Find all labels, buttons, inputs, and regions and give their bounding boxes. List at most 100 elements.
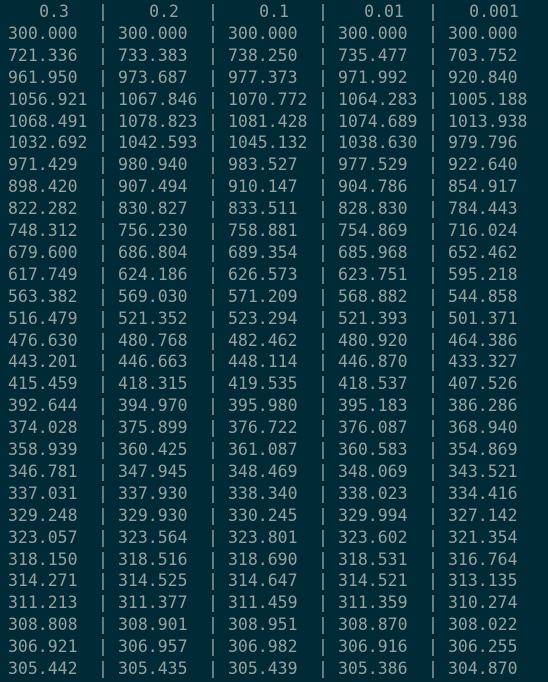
column-separator: | bbox=[318, 440, 328, 459]
table-cell: 305.442 bbox=[8, 659, 78, 678]
table-cell: 311.377 bbox=[118, 593, 188, 613]
column-separator: | bbox=[98, 461, 108, 481]
table-cell: 376.722 bbox=[228, 418, 298, 438]
table-cell: 1081.428 bbox=[228, 111, 308, 131]
table-cell: 323.564 bbox=[118, 527, 188, 547]
table-cell: 329.248 bbox=[8, 505, 78, 525]
table-cell: 1074.689 bbox=[338, 111, 418, 131]
column-separator: | bbox=[428, 177, 438, 197]
column-separator: | bbox=[428, 23, 438, 43]
table-row: 476.630 | 480.768 | 482.462 | 480.920 | 464.386 bbox=[0, 330, 548, 352]
column-separator: | bbox=[318, 155, 328, 175]
table-cell: 544.858 bbox=[448, 286, 518, 306]
table-cell: 784.443 bbox=[448, 199, 518, 219]
table-cell: 1070.772 bbox=[228, 89, 308, 109]
table-row: 617.749 | 624.186 | 626.573 | 623.751 | 595.218 bbox=[0, 264, 548, 286]
table-cell: 516.479 bbox=[8, 308, 78, 328]
column-separator: | bbox=[208, 374, 218, 394]
table-cell: 337.930 bbox=[118, 483, 188, 503]
column-separator: | bbox=[208, 549, 218, 569]
column-separator: | bbox=[98, 111, 108, 131]
table-cell: 448.114 bbox=[228, 352, 298, 372]
column-separator: | bbox=[428, 396, 438, 416]
column-separator: | bbox=[428, 133, 438, 153]
column-separator: | bbox=[98, 133, 108, 153]
column-separator: | bbox=[428, 155, 438, 175]
table-cell: 314.271 bbox=[8, 571, 78, 591]
column-separator: | bbox=[208, 659, 218, 678]
column-separator: | bbox=[428, 637, 438, 657]
column-separator: | bbox=[98, 330, 108, 350]
table-cell: 314.647 bbox=[228, 571, 298, 591]
column-separator: | bbox=[208, 483, 218, 503]
table-cell: 395.183 bbox=[338, 396, 408, 416]
column-separator: | bbox=[428, 374, 438, 394]
column-separator: | bbox=[208, 67, 218, 87]
table-cell: 329.930 bbox=[118, 505, 188, 525]
column-separator: | bbox=[208, 418, 218, 438]
table-cell: 407.526 bbox=[448, 374, 518, 394]
table-cell: 360.583 bbox=[338, 440, 408, 459]
column-header: 0.01 bbox=[364, 2, 404, 21]
column-separator: | bbox=[318, 133, 328, 153]
column-separator: | bbox=[98, 286, 108, 306]
column-separator: | bbox=[208, 286, 218, 306]
column-header: 0.1 bbox=[259, 2, 289, 21]
column-separator: | bbox=[208, 571, 218, 591]
table-cell: 314.525 bbox=[118, 571, 188, 591]
table-row: 563.382 | 569.030 | 571.209 | 568.882 | 544.858 bbox=[0, 286, 548, 308]
column-separator: | bbox=[318, 352, 328, 372]
table-cell: 343.521 bbox=[448, 461, 518, 481]
column-separator: | bbox=[318, 286, 328, 306]
column-separator: | bbox=[208, 440, 218, 459]
table-row: 311.213 | 311.377 | 311.459 | 311.359 | 310.274 bbox=[0, 592, 548, 614]
column-separator: | bbox=[318, 242, 328, 262]
table-cell: 358.939 bbox=[8, 440, 78, 459]
column-separator: | bbox=[208, 155, 218, 175]
table-cell: 1068.491 bbox=[8, 111, 88, 131]
column-separator: | bbox=[428, 45, 438, 65]
table-row: 516.479 | 521.352 | 523.294 | 521.393 | 501.371 bbox=[0, 308, 548, 330]
table-row: 971.429 | 980.940 | 983.527 | 977.529 | 922.640 bbox=[0, 154, 548, 176]
table-cell: 306.982 bbox=[228, 637, 298, 657]
column-separator: | bbox=[318, 418, 328, 438]
column-separator: | bbox=[208, 527, 218, 547]
table-cell: 348.469 bbox=[228, 461, 298, 481]
table-cell: 685.968 bbox=[338, 242, 408, 262]
column-separator: | bbox=[98, 418, 108, 438]
table-cell: 476.630 bbox=[8, 330, 78, 350]
table-cell: 977.373 bbox=[228, 67, 298, 87]
table-cell: 323.602 bbox=[338, 527, 408, 547]
column-separator: | bbox=[318, 483, 328, 503]
table-row: 415.459 | 418.315 | 419.535 | 418.537 | 407.526 bbox=[0, 373, 548, 395]
table-cell: 1067.846 bbox=[118, 89, 198, 109]
table-cell: 983.527 bbox=[228, 155, 298, 175]
table-cell: 482.462 bbox=[228, 330, 298, 350]
column-separator: | bbox=[318, 67, 328, 87]
column-separator: | bbox=[98, 374, 108, 394]
column-separator: | bbox=[208, 2, 218, 21]
table-row: 443.201 | 446.663 | 448.114 | 446.870 | 433.327 bbox=[0, 351, 548, 373]
table-cell: 308.808 bbox=[8, 615, 78, 635]
table-row: 305.442 | 305.435 | 305.439 | 305.386 | 304.870 bbox=[0, 658, 548, 680]
column-separator: | bbox=[98, 2, 108, 21]
table-cell: 828.830 bbox=[338, 199, 408, 219]
table-cell: 308.022 bbox=[448, 615, 518, 635]
column-separator: | bbox=[98, 177, 108, 197]
column-separator: | bbox=[208, 615, 218, 635]
column-header: 0.3 bbox=[39, 2, 69, 21]
table-row: 822.282 | 830.827 | 833.511 | 828.830 | 784.443 bbox=[0, 198, 548, 220]
table-cell: 311.359 bbox=[338, 593, 408, 613]
table-cell: 754.869 bbox=[338, 221, 408, 240]
table-cell: 318.516 bbox=[118, 549, 188, 569]
table-cell: 338.023 bbox=[338, 483, 408, 503]
table-cell: 733.383 bbox=[118, 45, 188, 65]
table-cell: 738.250 bbox=[228, 45, 298, 65]
table-cell: 323.057 bbox=[8, 527, 78, 547]
table-cell: 523.294 bbox=[228, 308, 298, 328]
table-cell: 316.764 bbox=[448, 549, 518, 569]
column-separator: | bbox=[428, 461, 438, 481]
column-separator: | bbox=[98, 440, 108, 459]
table-cell: 418.537 bbox=[338, 374, 408, 394]
column-separator: | bbox=[318, 637, 328, 657]
